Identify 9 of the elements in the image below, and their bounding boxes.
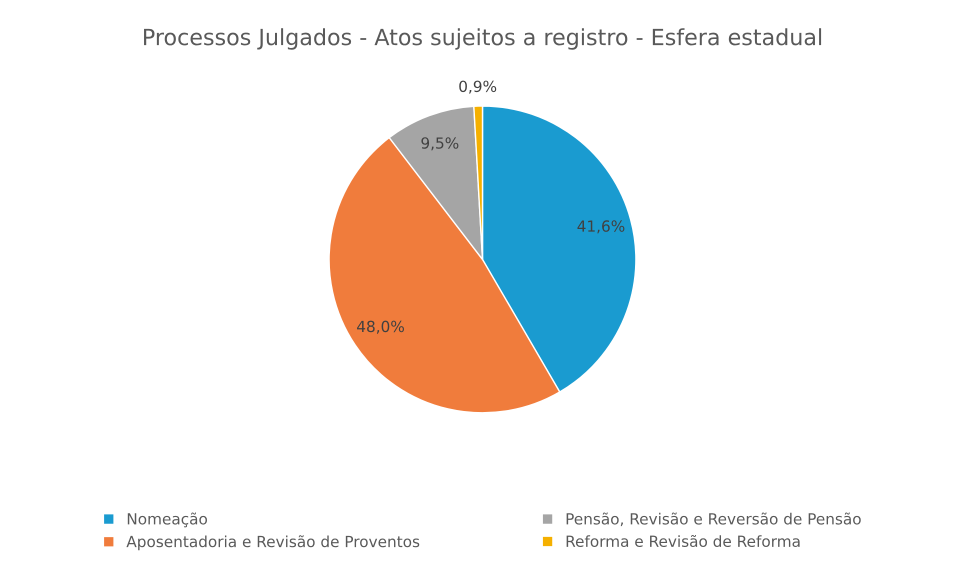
data-label: 0,9%	[459, 80, 496, 94]
legend-label: Pensão, Revisão e Reversão de Pensão	[566, 512, 861, 526]
data-label: 9,5%	[421, 137, 458, 150]
data-label: 41,6%	[577, 220, 624, 234]
legend-label: Aposentadoria e Revisão de Proventos	[126, 535, 420, 550]
legend-label: Nomeação	[128, 512, 208, 528]
data-label: 48,0%	[357, 320, 404, 334]
legend-label: Reforma e Revisão de Reforma	[566, 534, 800, 548]
chart-title: Processos Julgados - Atos sujeitos a registro - Esfera estadual	[144, 28, 822, 50]
